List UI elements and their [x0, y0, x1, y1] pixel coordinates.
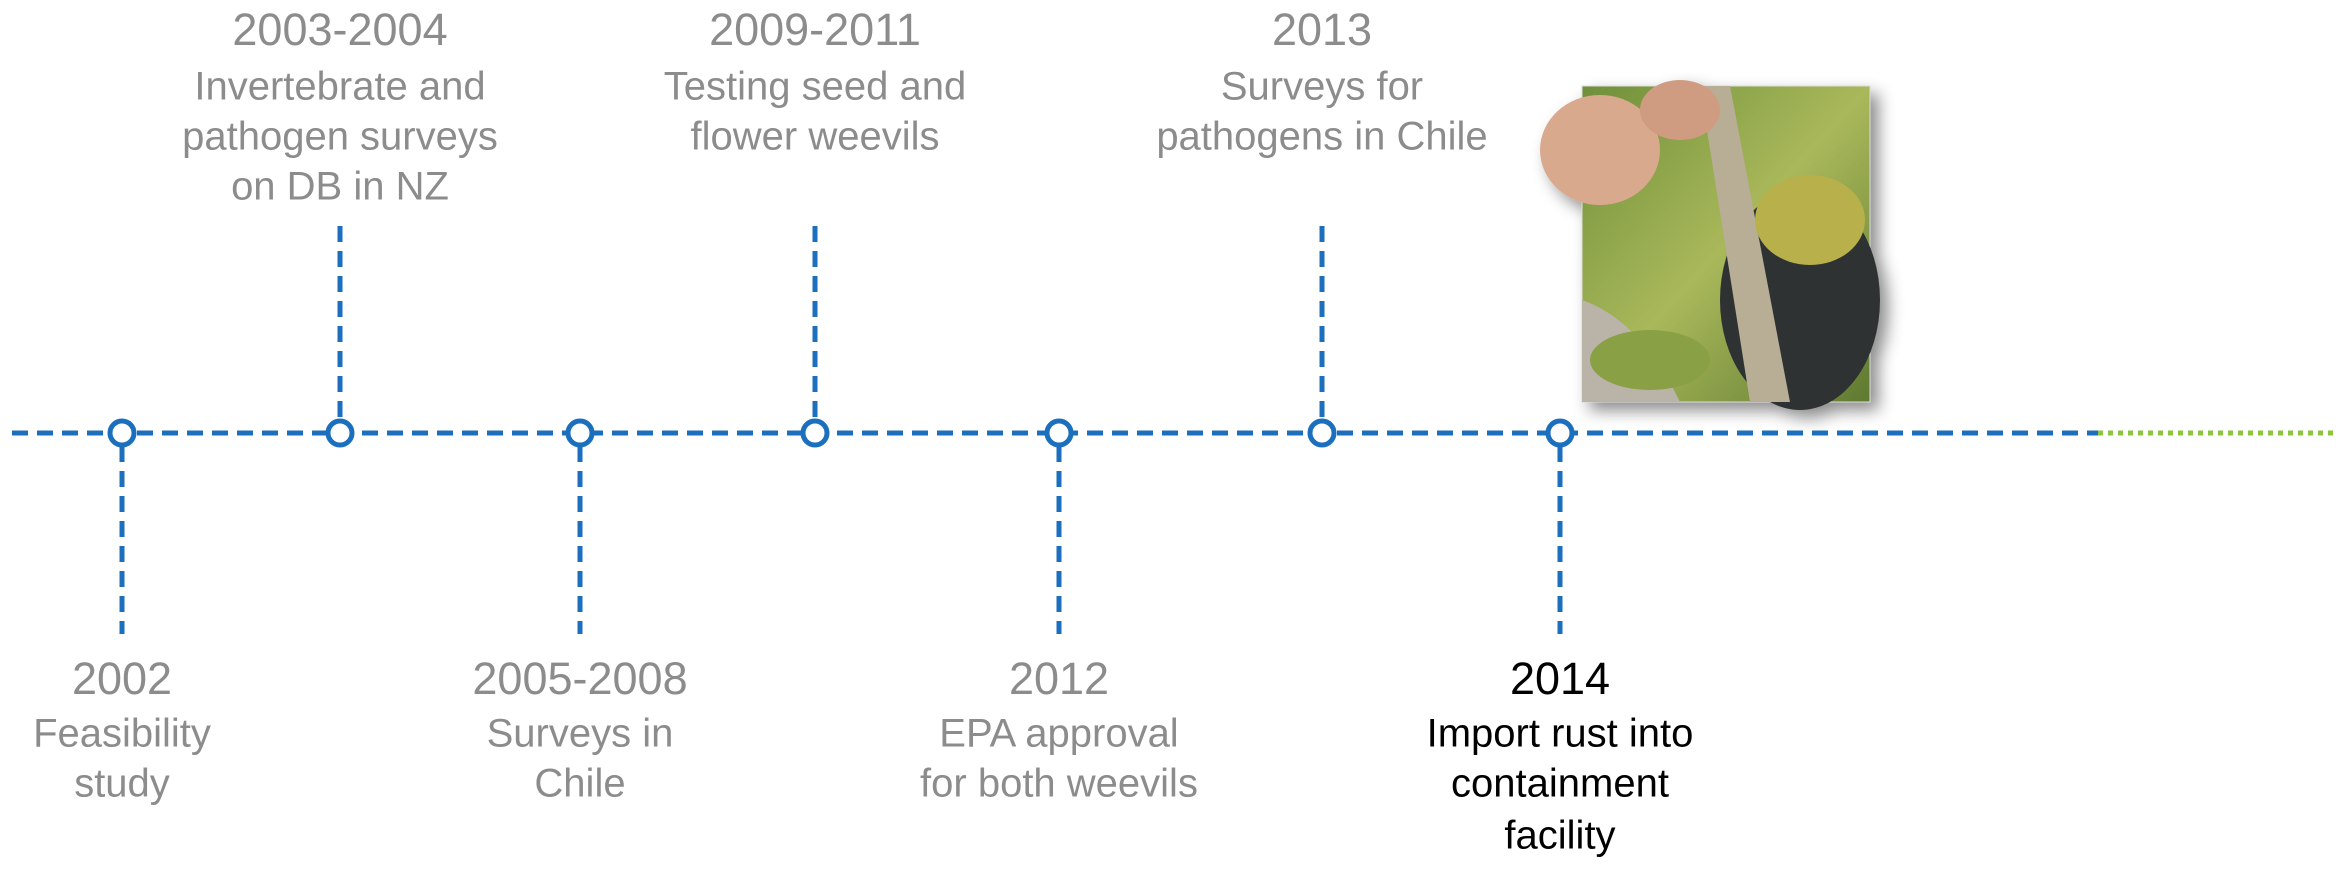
event-description: facility: [1504, 814, 1615, 858]
event-description: EPA approval: [939, 712, 1178, 756]
event-year: 2003-2004: [232, 4, 447, 55]
event-description: on DB in NZ: [231, 165, 449, 209]
event-year: 2005-2008: [472, 653, 687, 704]
event-marker: [1310, 421, 1334, 445]
event-description: Chile: [534, 762, 625, 806]
event-description: Invertebrate and: [194, 65, 485, 109]
event-description: Surveys in: [487, 712, 674, 756]
event-year: 2002: [72, 653, 172, 704]
event-year: 2014: [1510, 653, 1610, 704]
event-marker: [328, 421, 352, 445]
page: {"timeline": {"events": [ {"year": "2002…: [0, 0, 2336, 864]
event-year: 2009-2011: [709, 4, 921, 55]
event-description: study: [74, 762, 170, 806]
event-marker: [1548, 421, 1572, 445]
event-description: Testing seed and: [664, 65, 966, 109]
event-marker: [803, 421, 827, 445]
event-description: pathogen surveys: [182, 115, 498, 159]
event-description: Feasibility: [33, 712, 211, 756]
event-marker: [1047, 421, 1071, 445]
timeline: 2002 Feasibility study 2003-2004 Invertebrat…: [0, 0, 2336, 864]
event-description: for both weevils: [920, 762, 1198, 806]
event-description: flower weevils: [691, 115, 940, 159]
event-marker: [568, 421, 592, 445]
event-description: containment: [1451, 762, 1669, 806]
event-year: 2013: [1272, 4, 1372, 55]
event-marker: [110, 421, 134, 445]
event-description: Surveys for: [1221, 65, 1423, 109]
event-description: pathogens in Chile: [1156, 115, 1487, 159]
event-description: Import rust into: [1427, 712, 1694, 756]
photo: [1540, 80, 1880, 410]
event-year: 2012: [1009, 653, 1109, 704]
